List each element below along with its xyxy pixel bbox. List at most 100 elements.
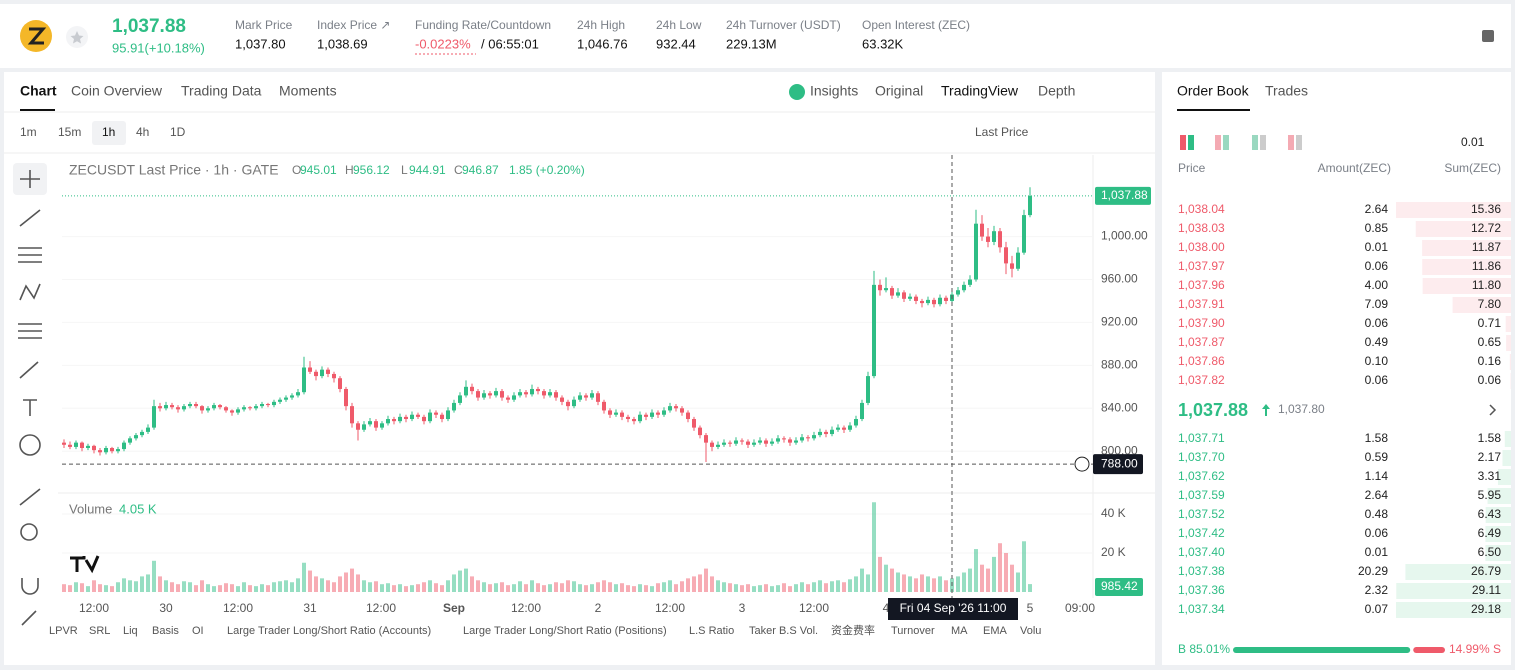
indicator-tab[interactable]: L.S Ratio — [689, 625, 734, 637]
volume-bar — [962, 572, 966, 592]
interval[interactable]: 1m — [20, 125, 37, 139]
indicator-tab[interactable]: Large Trader Long/Short Ratio (Positions… — [463, 625, 667, 637]
volume-bar — [548, 584, 552, 592]
depth-bar — [1422, 240, 1511, 256]
indicator-tab[interactable]: SRL — [89, 625, 110, 637]
order-amount: 2.32 — [1365, 583, 1389, 597]
indicator-tab[interactable]: Liq — [123, 625, 138, 637]
indicator-tab[interactable]: Basis — [152, 625, 179, 637]
view-tab[interactable]: Original — [875, 83, 923, 99]
candle-body — [794, 440, 798, 443]
indicator-tab[interactable]: Taker B.S Vol. — [749, 625, 818, 637]
candle-body — [80, 442, 84, 448]
volume-tick-label: 20 K — [1101, 545, 1126, 559]
volume-bar — [338, 576, 342, 592]
tab[interactable]: Order Book — [1177, 83, 1250, 99]
candle-body — [734, 440, 738, 444]
stat-value: 1,037.80 — [235, 36, 286, 51]
indicator-tab[interactable]: 资金费率 — [831, 623, 875, 637]
candle-body — [158, 406, 162, 409]
precision-select[interactable]: 0.01 — [1461, 135, 1485, 149]
volume-bar — [308, 570, 312, 592]
view-tab[interactable]: Depth — [1038, 83, 1075, 99]
volume-bar — [98, 584, 102, 592]
volume-bar — [422, 582, 426, 592]
indicator-tab[interactable]: Turnover — [891, 625, 935, 637]
indicator-tab[interactable]: OI — [192, 625, 204, 637]
order-amount: 0.85 — [1365, 221, 1389, 235]
candle-body — [590, 393, 594, 398]
tab[interactable]: Chart — [20, 83, 57, 99]
indicator-tab[interactable]: Large Trader Long/Short Ratio (Accounts) — [227, 625, 431, 637]
y-tick-label: 1,000.00 — [1101, 229, 1148, 243]
menu-icon[interactable] — [1482, 30, 1494, 42]
volume-bar — [170, 582, 174, 592]
orderbook-layout-icons — [1180, 135, 1302, 150]
candle-body — [86, 445, 90, 448]
volume-bar — [248, 585, 252, 592]
volume-bar — [590, 584, 594, 592]
indicator-tab[interactable]: LPVR — [49, 625, 78, 637]
candle-body — [530, 388, 534, 395]
volume-bar — [830, 581, 834, 592]
candle-body — [128, 438, 132, 443]
add-alert-icon[interactable] — [1074, 456, 1090, 472]
candle-body — [338, 378, 342, 389]
candle-body — [392, 419, 396, 422]
volume-bar — [1010, 564, 1014, 592]
candle-body — [680, 408, 684, 413]
candle-body — [398, 416, 402, 422]
price-type-select[interactable]: Last Price — [975, 125, 1029, 139]
volume-bar — [878, 556, 882, 592]
candle-body — [164, 405, 168, 409]
volume-bar — [692, 576, 696, 592]
y-tick-label: 920.00 — [1101, 315, 1138, 329]
interval[interactable]: 1D — [170, 125, 186, 139]
indicator-tab[interactable]: MA — [951, 625, 968, 637]
interval[interactable]: 1h — [102, 125, 115, 139]
x-tick-label: 31 — [303, 601, 317, 615]
interval[interactable]: 4h — [136, 125, 149, 139]
volume-bar — [218, 585, 222, 592]
volume-bar — [974, 549, 978, 592]
volume-bar — [968, 568, 972, 592]
candle-body — [1016, 252, 1020, 269]
chevron[interactable] — [1489, 404, 1497, 416]
interval[interactable]: 15m — [58, 125, 81, 139]
volume-bar — [332, 582, 336, 592]
volume-bar — [104, 585, 108, 592]
x-tick-label: 2 — [595, 601, 602, 615]
column-header: Sum(ZEC) — [1444, 161, 1501, 175]
tab[interactable]: Trading Data — [181, 83, 262, 99]
volume-bar — [254, 586, 258, 592]
candle-body — [698, 427, 702, 436]
view-tab[interactable]: Insights — [810, 83, 858, 99]
volume-bar — [362, 580, 366, 592]
volume-bar — [842, 582, 846, 592]
candle-body — [560, 397, 564, 402]
view-tab[interactable]: TradingView — [941, 83, 1019, 99]
candle-body — [98, 450, 102, 453]
readout-key: H — [345, 163, 354, 177]
order-sum: 26.79 — [1471, 564, 1501, 578]
indicator-tab[interactable]: Volu — [1020, 625, 1041, 637]
volume-bar — [80, 583, 84, 592]
volume-bar — [638, 584, 642, 592]
tab[interactable]: Moments — [279, 83, 337, 99]
indicator-tab[interactable]: EMA — [983, 625, 1008, 637]
volume-bar — [614, 584, 618, 592]
volume-bar — [620, 583, 624, 592]
volume-bar — [488, 584, 492, 592]
candle-body — [188, 403, 192, 407]
tv-logo — [70, 555, 100, 574]
candle-body — [434, 412, 438, 415]
candle-body — [488, 393, 492, 396]
volume-bar — [788, 586, 792, 592]
tab[interactable]: Coin Overview — [71, 83, 163, 99]
volume-bar — [110, 586, 114, 592]
volume-bar — [932, 578, 936, 592]
volume-pill — [1095, 578, 1143, 596]
stat-label: Index Price ↗ — [317, 18, 390, 32]
x-tick-label: Sep — [443, 601, 465, 615]
tab[interactable]: Trades — [1265, 83, 1308, 99]
